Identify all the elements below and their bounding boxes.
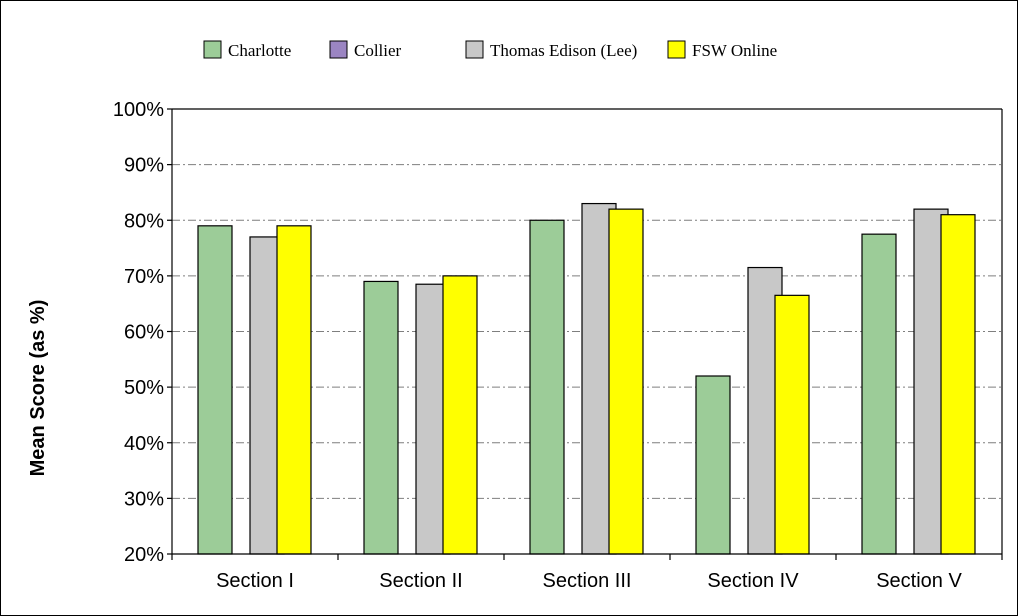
bar-fsw-online <box>608 208 644 555</box>
x-tick-labels: Section I Section II Section III Section IV… <box>216 570 962 592</box>
y-tick-label: 30% <box>124 488 164 510</box>
legend-label: Thomas Edison (Lee) <box>490 41 637 60</box>
y-axis-label: Mean Score (as %) <box>27 300 49 477</box>
x-tick-label: Section V <box>876 570 962 592</box>
y-tick-label: 70% <box>124 266 164 288</box>
bars <box>197 202 976 555</box>
y-tick-label: 50% <box>124 377 164 399</box>
axes <box>167 108 1003 560</box>
bar-charlotte <box>695 375 731 555</box>
bar-charlotte <box>861 233 897 555</box>
legend-swatch <box>465 40 484 59</box>
bar-fsw-online <box>940 214 976 555</box>
bar-fsw-online <box>276 225 312 555</box>
y-tick-label: 40% <box>124 433 164 455</box>
legend-label: Charlotte <box>228 41 291 60</box>
bar-charlotte <box>197 225 233 555</box>
bar-fsw-online <box>774 294 810 555</box>
x-tick-label: Section II <box>379 570 462 592</box>
legend: Charlotte Collier Thomas Edison (Lee) FSW O… <box>203 40 777 60</box>
bar-charlotte <box>363 280 399 555</box>
y-tick-label: 100% <box>113 99 164 121</box>
x-tick-label: Section I <box>216 570 294 592</box>
legend-label: FSW Online <box>692 41 777 60</box>
y-tick-label: 90% <box>124 155 164 177</box>
y-tick-label: 20% <box>124 544 164 566</box>
bar-charlotte <box>529 219 565 555</box>
y-tick-label: 80% <box>124 210 164 232</box>
legend-swatch <box>329 40 348 59</box>
legend-swatch <box>203 40 222 59</box>
x-tick-label: Section IV <box>707 570 799 592</box>
bar-fsw-online <box>442 275 478 555</box>
y-tick-label: 60% <box>124 322 164 344</box>
y-tick-labels: 20% 30% 40% 50% 60% 70% 80% 90% 100% <box>113 99 164 566</box>
legend-swatch <box>667 40 686 59</box>
legend-label: Collier <box>354 41 402 60</box>
x-tick-label: Section III <box>543 570 632 592</box>
